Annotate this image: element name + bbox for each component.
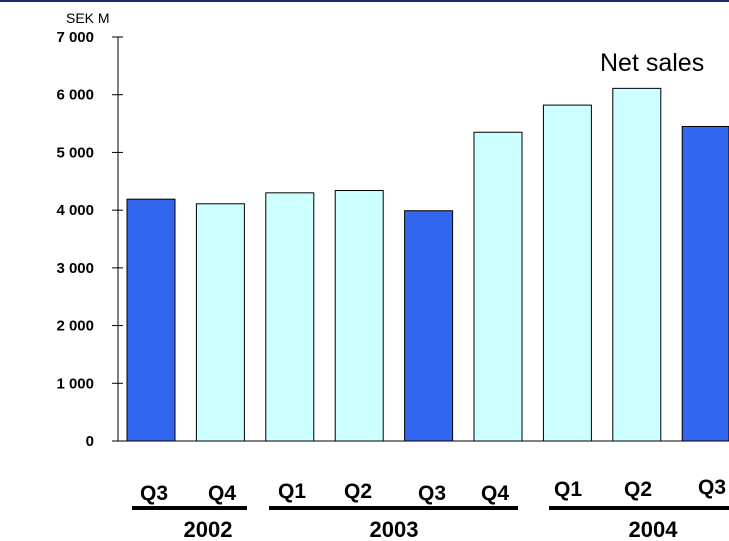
bar bbox=[126, 198, 176, 442]
year-label: 2004 bbox=[629, 517, 679, 541]
x-tick-label: Q3 bbox=[140, 482, 168, 505]
bar bbox=[473, 131, 523, 442]
y-tick-label: 3 000 bbox=[56, 260, 94, 277]
bar bbox=[612, 87, 662, 442]
bar bbox=[334, 190, 384, 442]
year-underline bbox=[549, 506, 729, 510]
year-underline bbox=[269, 506, 518, 510]
y-tick-label: 7 000 bbox=[56, 29, 94, 46]
axes: 0 1 000 2 000 3 000 4 000 5 000 6 000 7 000 bbox=[56, 29, 729, 450]
y-tick-label: 4 000 bbox=[56, 202, 94, 219]
x-tick-label: Q4 bbox=[208, 482, 236, 505]
x-tick-label: Q1 bbox=[278, 480, 306, 503]
bars bbox=[126, 87, 729, 442]
chart-title: Net sales bbox=[600, 49, 704, 77]
year-label: 2003 bbox=[370, 517, 419, 541]
bar bbox=[265, 192, 315, 442]
x-tick-label: Q3 bbox=[418, 482, 446, 505]
y-tick-label: 0 bbox=[86, 433, 94, 450]
y-tick-label: 6 000 bbox=[56, 87, 94, 104]
year-label: 2002 bbox=[184, 517, 233, 541]
y-tick-label: 2 000 bbox=[56, 318, 94, 335]
y-unit-label: SEK M bbox=[66, 10, 110, 26]
x-labels: Q3 Q4 Q1 Q2 Q3 Q4 Q1 Q2 Q3 2002 2003 2004 bbox=[132, 476, 729, 541]
x-tick-label: Q3 bbox=[698, 476, 726, 499]
x-tick-label: Q1 bbox=[554, 478, 582, 501]
bar bbox=[542, 104, 592, 442]
bar bbox=[195, 203, 245, 442]
y-tick-label: 5 000 bbox=[56, 144, 94, 161]
year-underline bbox=[132, 506, 247, 510]
top-rule bbox=[0, 0, 729, 2]
x-tick-label: Q2 bbox=[624, 478, 652, 501]
y-tick-label: 1 000 bbox=[56, 375, 94, 392]
x-tick-label: Q2 bbox=[344, 480, 372, 503]
bar bbox=[681, 125, 729, 442]
x-tick-label: Q4 bbox=[481, 482, 509, 505]
bar bbox=[404, 210, 454, 442]
